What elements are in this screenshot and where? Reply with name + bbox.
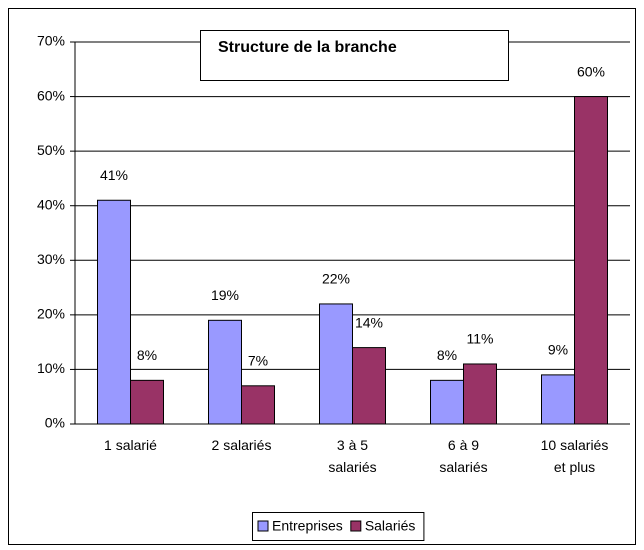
value-label: 11% — [467, 331, 494, 347]
bar — [430, 379, 464, 425]
chart-title: Structure de la branche — [218, 39, 397, 56]
y-tick-label: 30% — [37, 251, 65, 267]
x-tick-label: 10 salariés et plus — [540, 437, 609, 475]
y-tick-label: 60% — [37, 87, 65, 103]
legend-swatch — [350, 520, 362, 532]
y-tick-label: 20% — [37, 306, 65, 322]
value-label: 41% — [100, 167, 128, 183]
bar — [352, 347, 386, 425]
y-tick-label: 40% — [37, 196, 65, 212]
bar — [241, 385, 275, 425]
bar — [574, 96, 608, 425]
y-tick-label: 0% — [45, 415, 65, 431]
x-tick-label: 1 salarié — [104, 437, 157, 453]
y-tick-label: 10% — [37, 360, 65, 376]
value-label: 8% — [437, 347, 457, 363]
bar — [208, 319, 242, 425]
bar — [541, 374, 575, 425]
x-tick-label: 3 à 5 salariés — [328, 437, 377, 475]
bar — [130, 379, 164, 425]
value-label: 19% — [211, 287, 239, 303]
legend-label: Entreprises — [272, 518, 343, 534]
bar — [97, 199, 131, 425]
value-label: 14% — [355, 314, 383, 330]
x-tick-label: 6 à 9 salariés — [439, 437, 488, 475]
x-tick-label: 2 salariés — [211, 437, 272, 453]
value-label: 22% — [322, 271, 350, 287]
y-tick-label: 70% — [37, 33, 65, 49]
legend-label: Salariés — [365, 518, 416, 534]
legend-box — [252, 512, 425, 541]
y-tick-label: 50% — [37, 142, 65, 158]
legend-swatch — [257, 520, 269, 532]
value-label: 9% — [548, 342, 568, 358]
bar — [319, 303, 353, 425]
value-label: 60% — [577, 63, 605, 79]
value-label: 7% — [248, 353, 268, 369]
title-box — [200, 30, 509, 81]
bar — [463, 363, 497, 425]
value-label: 8% — [137, 347, 157, 363]
